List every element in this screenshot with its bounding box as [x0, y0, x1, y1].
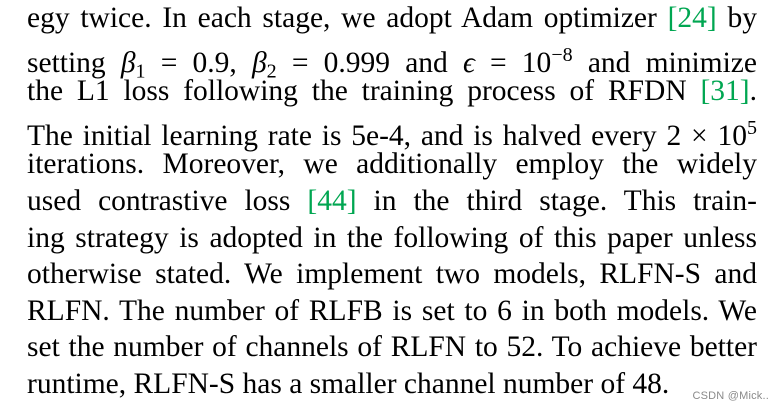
citation-link[interactable]: [44] — [307, 184, 357, 217]
text-line: The initial learning rate is 5e-4, and i… — [27, 110, 757, 152]
citation-link[interactable]: [31] — [700, 75, 750, 108]
line-text: by — [716, 2, 757, 34]
math-beta: β — [251, 46, 267, 79]
text-line: RLFN. The number of RLFB is set to 6 in … — [27, 293, 757, 330]
text-line: the L1 loss following the training proce… — [27, 73, 757, 110]
math-beta: β — [120, 46, 136, 79]
citation-link[interactable]: [24] — [667, 2, 717, 34]
text-line: iterations. Moreover, we additionally em… — [27, 146, 757, 183]
line-text: The initial learning rate is 5e-4, and i… — [27, 119, 747, 152]
text-line: runtime, RLFN-S has a smaller channel nu… — [27, 366, 757, 403]
line-text: runtime, RLFN-S has a smaller channel nu… — [27, 367, 670, 400]
line-text: = 10 — [474, 46, 552, 79]
line-text: egy twice. In each stage, we adopt Adam … — [27, 2, 668, 34]
line-text: the L1 loss following the training proce… — [27, 75, 701, 108]
math-superscript: 5 — [746, 116, 757, 139]
line-text: RLFN. The number of RLFB is set to 6 in … — [27, 294, 757, 327]
line-text: ing strategy is adopted in the following… — [27, 221, 757, 254]
line-text: = 0.999 and — [276, 46, 463, 79]
text-line: ing strategy is adopted in the following… — [27, 220, 757, 257]
line-text: setting — [27, 46, 121, 79]
paper-paragraph: egy twice. In each stage, we adopt Adam … — [27, 0, 757, 403]
math-superscript: −8 — [551, 43, 573, 66]
text-line: otherwise stated. We implement two model… — [27, 256, 757, 293]
math-subscript: 1 — [135, 60, 146, 83]
math-epsilon: ϵ — [462, 46, 475, 79]
line-text: set the number of channels of RLFN to 52… — [27, 331, 757, 364]
text-line: set the number of channels of RLFN to 52… — [27, 329, 757, 366]
line-text: and minimize — [572, 46, 757, 79]
text-line: setting β1 = 0.9, β2 = 0.999 and ϵ = 10−… — [27, 37, 757, 83]
line-text: used contrastive loss — [27, 184, 308, 217]
line-text: otherwise stated. We implement two model… — [27, 258, 757, 291]
text-line: used contrastive loss [44] in the third … — [27, 183, 757, 220]
math-subscript: 2 — [266, 60, 277, 83]
line-text: = 0.9, — [145, 46, 252, 79]
line-text: in the third stage. This train- — [356, 184, 757, 217]
watermark: CSDN @Mick.. — [692, 390, 769, 402]
line-text: iterations. Moreover, we additionally em… — [27, 148, 757, 181]
line-text: . — [749, 75, 757, 108]
text-line: egy twice. In each stage, we adopt Adam … — [27, 0, 757, 37]
